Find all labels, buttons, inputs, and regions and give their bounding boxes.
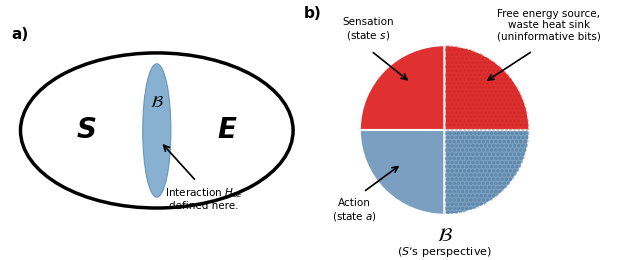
Text: $\mathcal{B}$: $\mathcal{B}$ — [436, 226, 452, 245]
Text: S: S — [76, 116, 96, 145]
Text: ($S$’s perspective): ($S$’s perspective) — [397, 245, 492, 259]
Text: a): a) — [11, 27, 28, 42]
Text: E: E — [218, 116, 237, 145]
Ellipse shape — [20, 53, 293, 208]
Wedge shape — [360, 45, 445, 130]
Wedge shape — [445, 45, 529, 130]
Text: Sensation
(state $s$): Sensation (state $s$) — [342, 17, 394, 42]
Ellipse shape — [143, 64, 171, 197]
Wedge shape — [360, 130, 445, 215]
Text: Action
(state $a$): Action (state $a$) — [332, 198, 377, 223]
Text: Free energy source,
waste heat sink
(uninformative bits): Free energy source, waste heat sink (uni… — [497, 9, 600, 42]
Text: Interaction $H_{SE}$
defined here.: Interaction $H_{SE}$ defined here. — [164, 186, 243, 211]
Wedge shape — [445, 130, 529, 215]
Text: b): b) — [303, 6, 321, 21]
Text: $\mathcal{B}$: $\mathcal{B}$ — [150, 93, 164, 111]
